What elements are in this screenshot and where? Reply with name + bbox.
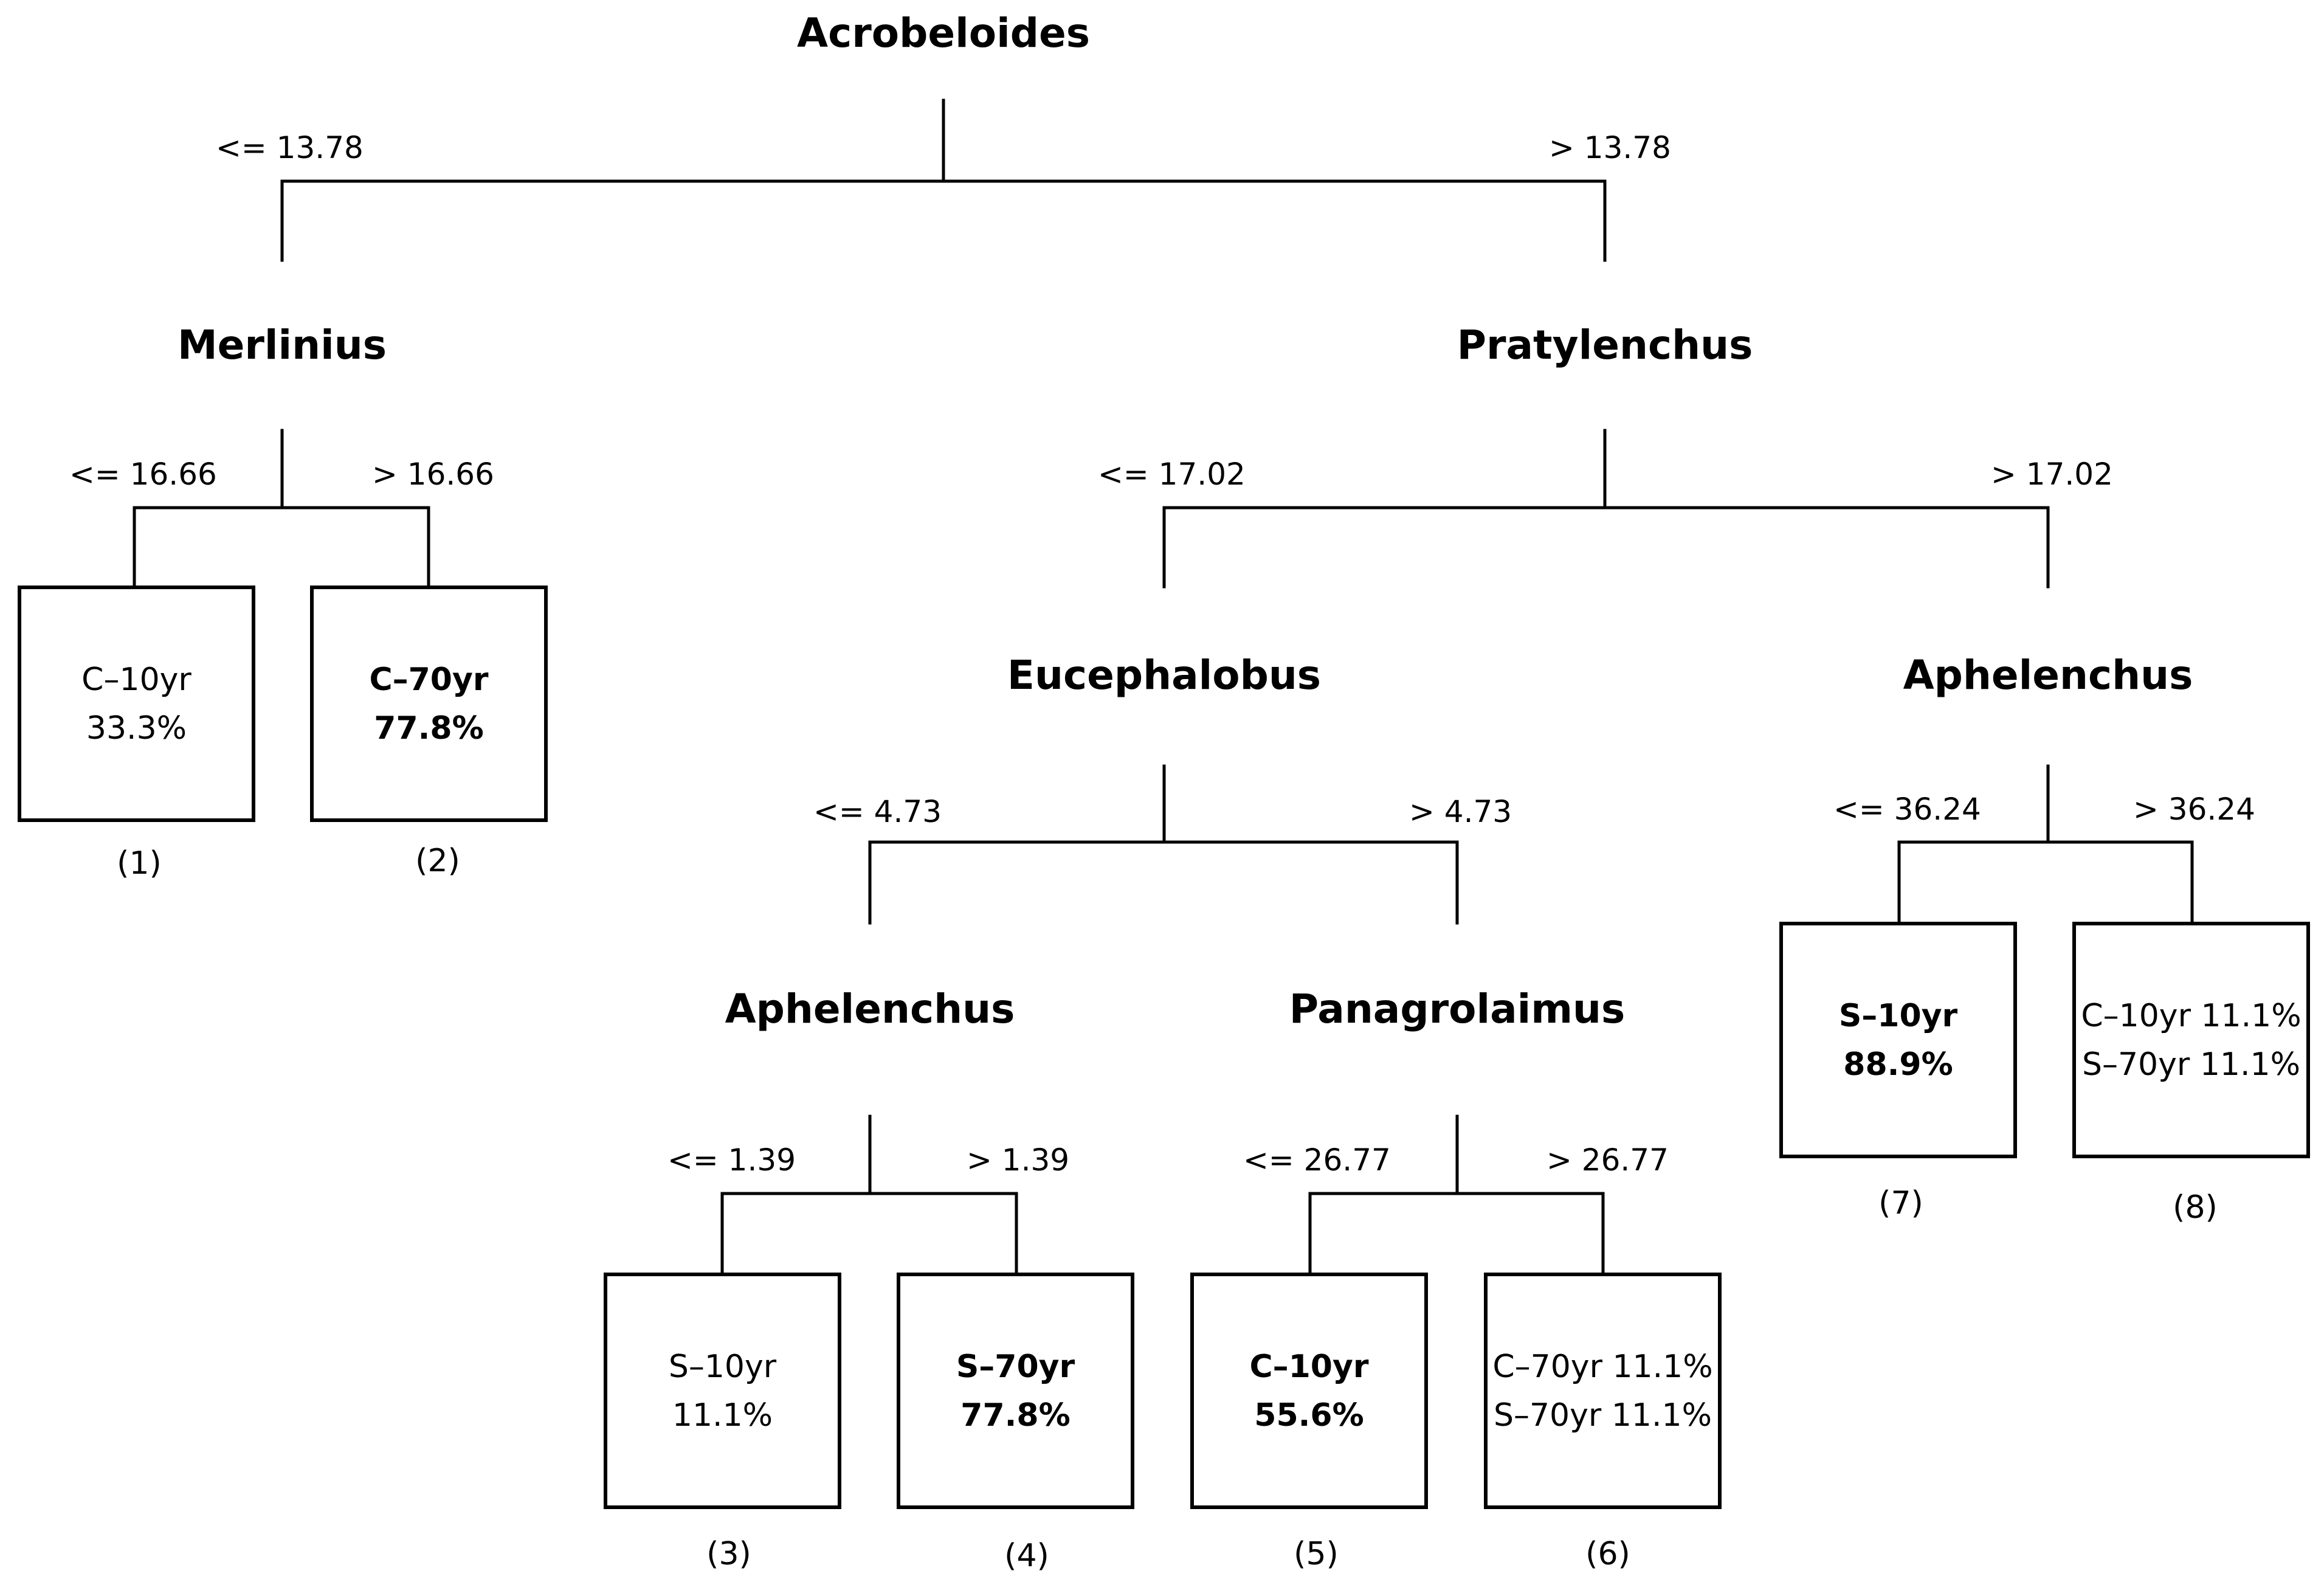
leaf-8-line-2: S–70yr 11.1% <box>2081 1046 2301 1083</box>
node-panagrolaimus: Panagrolaimus <box>1289 986 1626 1032</box>
leaf-7-line-2: 88.9% <box>1843 1046 1953 1083</box>
node-eucephalobus: Eucephalobus <box>1007 652 1322 699</box>
split-panagrolaimus-gt: > 26.77 <box>1546 1142 1669 1178</box>
split-aphelenchus-right-le: <= 36.24 <box>1833 792 1981 827</box>
leaf-1-line-1: C–10yr <box>81 661 191 698</box>
leaf-2-line-2: 77.8% <box>374 710 484 747</box>
leaf-6-line-1: C–70yr 11.1% <box>1492 1348 1713 1385</box>
leaf-box-6: C–70yr 11.1% S–70yr 11.1% <box>1484 1273 1722 1509</box>
leaf-box-2: C–70yr 77.8% <box>310 586 548 822</box>
leaf-number-8: (8) <box>2173 1189 2218 1226</box>
node-merlinius: Merlinius <box>177 322 387 368</box>
leaf-box-3: S–10yr 11.1% <box>604 1273 841 1509</box>
split-panagrolaimus-le: <= 26.77 <box>1243 1142 1391 1178</box>
leaf-4-line-1: S–70yr <box>956 1348 1075 1385</box>
leaf-6-line-2: S–70yr 11.1% <box>1493 1397 1712 1434</box>
split-merlinius-gt: > 16.66 <box>372 457 494 492</box>
split-aphelenchus-left-gt: > 1.39 <box>967 1142 1070 1178</box>
leaf-box-4: S–70yr 77.8% <box>897 1273 1134 1509</box>
split-merlinius-le: <= 16.66 <box>69 457 217 492</box>
leaf-2-line-1: C–70yr <box>369 661 489 698</box>
leaf-box-7: S–10yr 88.9% <box>1779 922 2017 1158</box>
split-acrobeloides-gt: > 13.78 <box>1549 130 1671 165</box>
leaf-5-line-1: C–10yr <box>1249 1348 1369 1385</box>
split-aphelenchus-left-le: <= 1.39 <box>667 1142 796 1178</box>
node-pratylenchus: Pratylenchus <box>1457 322 1753 368</box>
leaf-7-line-1: S–10yr <box>1838 997 1958 1034</box>
leaf-3-line-1: S–10yr <box>668 1348 777 1385</box>
leaf-number-4: (4) <box>1004 1538 1049 1574</box>
leaf-number-5: (5) <box>1294 1536 1339 1572</box>
leaf-4-line-2: 77.8% <box>960 1397 1071 1434</box>
leaf-number-6: (6) <box>1585 1536 1630 1572</box>
node-aphelenchus-right: Aphelenchus <box>1903 652 2193 699</box>
leaf-number-2: (2) <box>415 843 460 879</box>
leaf-box-8: C–10yr 11.1% S–70yr 11.1% <box>2072 922 2310 1158</box>
leaf-number-1: (1) <box>117 845 162 882</box>
split-pratylenchus-gt: > 17.02 <box>1991 457 2113 492</box>
leaf-8-line-1: C–10yr 11.1% <box>2081 997 2302 1034</box>
leaf-5-line-2: 55.6% <box>1254 1397 1364 1434</box>
split-eucephalobus-gt: > 4.73 <box>1409 794 1512 829</box>
split-eucephalobus-le: <= 4.73 <box>813 794 942 829</box>
leaf-1-line-2: 33.3% <box>86 710 187 747</box>
split-acrobeloides-le: <= 13.78 <box>216 130 364 165</box>
split-pratylenchus-le: <= 17.02 <box>1098 457 1246 492</box>
leaf-number-3: (3) <box>706 1536 751 1572</box>
split-aphelenchus-right-gt: > 36.24 <box>2133 792 2255 827</box>
leaf-box-1: C–10yr 33.3% <box>18 586 255 822</box>
leaf-3-line-2: 11.1% <box>672 1397 773 1434</box>
node-acrobeloides: Acrobeloides <box>797 10 1090 57</box>
leaf-number-7: (7) <box>1878 1185 1923 1221</box>
node-aphelenchus-left: Aphelenchus <box>725 986 1015 1032</box>
leaf-box-5: C–10yr 55.6% <box>1190 1273 1428 1509</box>
